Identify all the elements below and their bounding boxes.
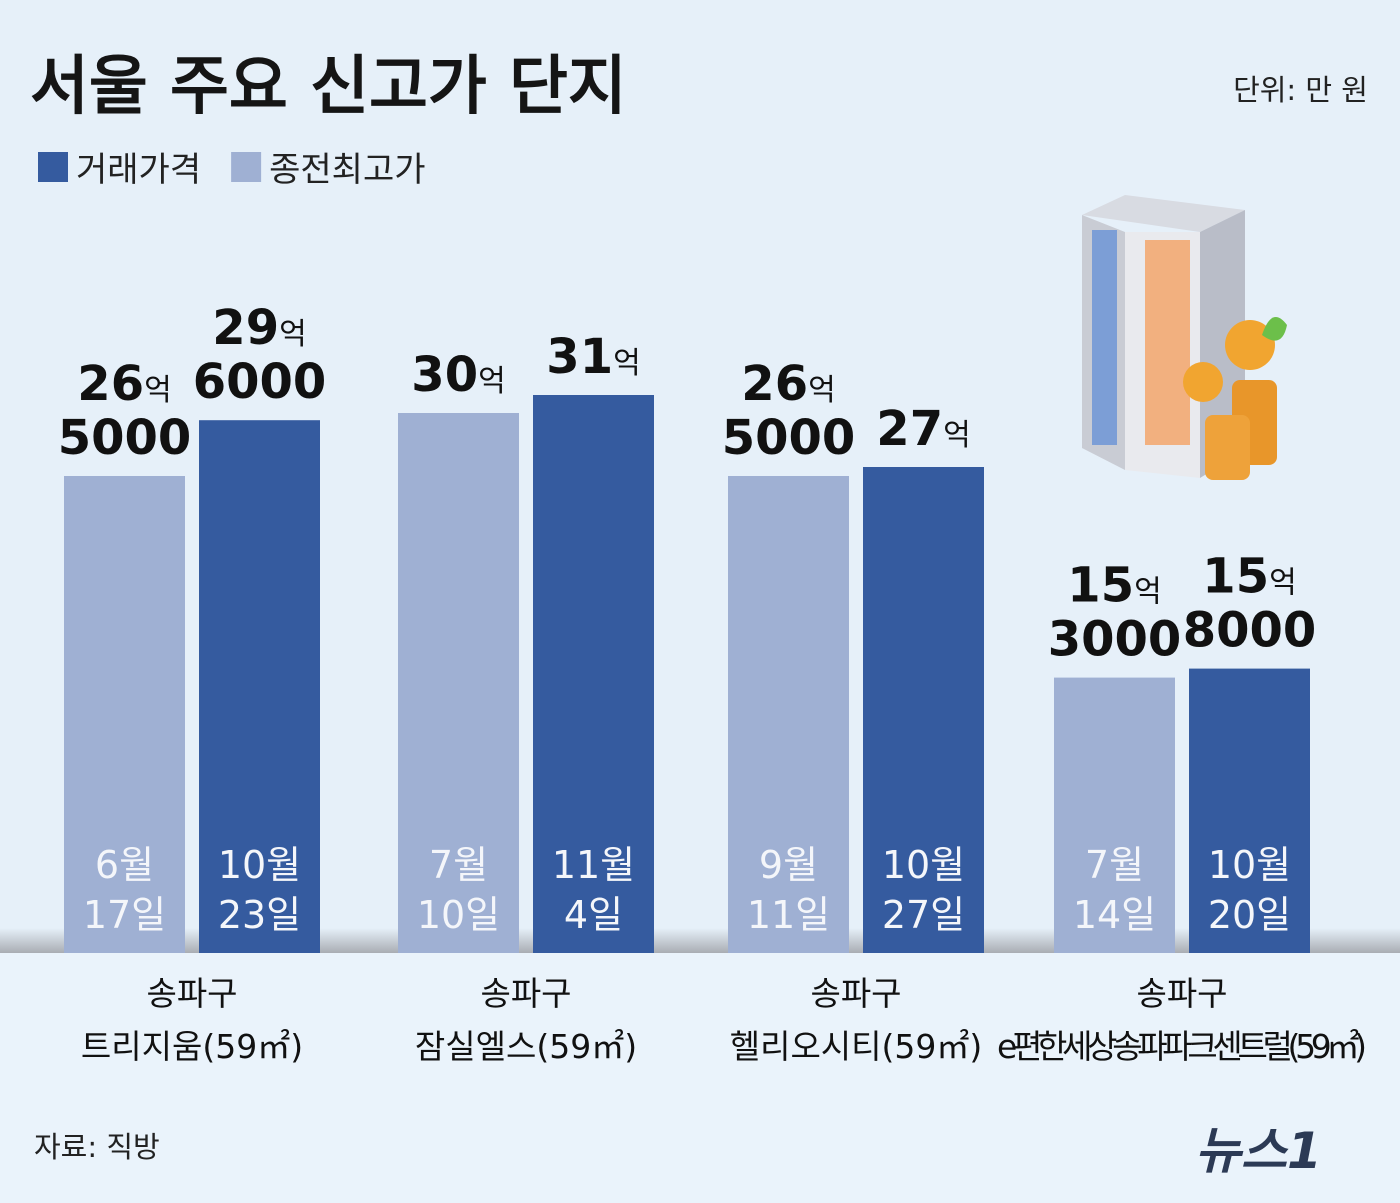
value-label: 5000 <box>58 410 192 466</box>
value-label: 8000 <box>1183 603 1317 659</box>
bar <box>199 420 320 953</box>
value-label: 15억 <box>1202 549 1296 605</box>
bar <box>863 467 984 953</box>
value-label: 31억 <box>546 329 640 385</box>
value-label: 27억 <box>876 401 970 457</box>
value-label: 30억 <box>411 347 505 403</box>
value-label: 29억 <box>212 300 306 356</box>
date-label: 14일 <box>1073 893 1156 937</box>
legend-label: 종전최고가 <box>269 150 425 190</box>
legend-swatch <box>231 152 262 182</box>
value-label: 3000 <box>1048 612 1182 668</box>
source: 자료: 직방 <box>34 1130 160 1164</box>
building-icon <box>1082 195 1287 480</box>
bar <box>1189 668 1310 953</box>
date-label: 7월 <box>1085 843 1144 887</box>
date-label: 20일 <box>1208 893 1291 937</box>
date-label: 7월 <box>429 843 488 887</box>
date-label: 4일 <box>564 893 623 937</box>
category-label: 트리지움(59㎡) <box>81 1027 303 1066</box>
district-label: 송파구 <box>480 974 571 1013</box>
date-label: 10월 <box>218 843 301 887</box>
value-label: 26억 <box>741 356 835 412</box>
unit-label: 단위: 만 원 <box>1233 73 1368 107</box>
legend-swatch <box>38 152 68 182</box>
brand-logo: 뉴스1 <box>1195 1122 1322 1180</box>
date-label: 11일 <box>747 893 830 937</box>
category-label: e편한세상송파파크센트럴(59㎡) <box>997 1027 1367 1066</box>
chart-title: 서울 주요 신고가 단지 <box>30 50 627 124</box>
value-label: 15억 <box>1067 558 1161 614</box>
date-label: 17일 <box>83 893 166 937</box>
date-label: 23일 <box>218 893 301 937</box>
category-label: 잠실엘스(59㎡) <box>415 1027 637 1066</box>
date-label: 9월 <box>759 843 818 887</box>
district-label: 송파구 <box>146 974 237 1013</box>
bar <box>728 476 849 953</box>
value-label: 5000 <box>722 410 856 466</box>
value-label: 26억 <box>77 356 171 412</box>
date-label: 11월 <box>552 843 635 887</box>
district-label: 송파구 <box>1136 974 1227 1013</box>
category-label: 헬리오시티(59㎡) <box>730 1027 983 1066</box>
date-label: 10월 <box>882 843 965 887</box>
bar <box>64 476 185 953</box>
bar <box>533 395 654 953</box>
floor <box>0 953 1400 1203</box>
district-label: 송파구 <box>810 974 901 1013</box>
bar <box>1054 677 1175 953</box>
bar <box>398 413 519 953</box>
date-label: 27일 <box>882 893 965 937</box>
value-label: 6000 <box>193 354 327 410</box>
date-label: 10일 <box>417 893 500 937</box>
date-label: 6월 <box>95 843 154 887</box>
date-label: 10월 <box>1208 843 1291 887</box>
legend-label: 거래가격 <box>76 150 201 190</box>
